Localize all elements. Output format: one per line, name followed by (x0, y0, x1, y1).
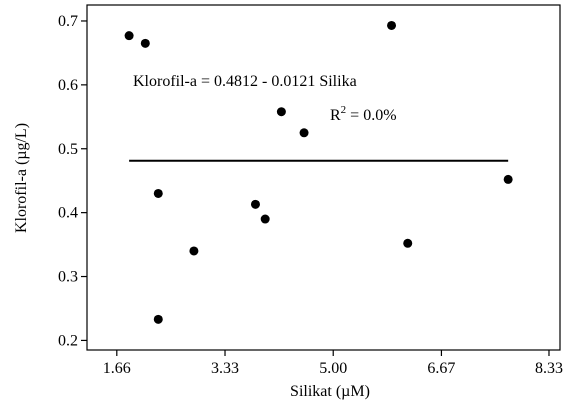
x-tick-label: 3.33 (211, 360, 239, 377)
data-point (153, 188, 163, 198)
regression-equation: Klorofil-a = 0.4812 - 0.0121 Silika (133, 73, 357, 90)
y-tick-label: 0.2 (58, 332, 78, 349)
r-squared: R2 = 0.0% (330, 104, 397, 124)
data-point (503, 174, 513, 184)
data-point (124, 31, 134, 41)
y-axis-label: Klorofil-a (µg/L) (13, 123, 30, 233)
data-point (276, 107, 286, 117)
plot-frame (86, 4, 561, 351)
data-point (140, 38, 150, 48)
y-tick-label: 0.5 (58, 141, 78, 158)
r-squared-superscript: 2 (341, 104, 347, 116)
data-point (299, 128, 309, 138)
data-point (153, 314, 163, 324)
data-point (403, 238, 413, 248)
y-tick-label: 0.4 (58, 205, 78, 222)
x-tick-label: 1.66 (103, 360, 131, 377)
data-point (387, 20, 397, 30)
x-tick-label: 5.00 (319, 360, 347, 377)
y-tick-label: 0.6 (58, 77, 78, 94)
x-axis-label: Silikat (µM) (290, 383, 370, 400)
axis-ticks: 0.2 0.3 0.4 0.5 0.6 0.7 1.66 3.33 5.00 6.67 8.33 (58, 13, 563, 377)
x-tick-label: 6.67 (427, 360, 455, 377)
data-point (189, 246, 199, 256)
y-tick-label: 0.7 (58, 13, 78, 30)
y-tick-label: 0.3 (58, 269, 78, 286)
x-tick-label: 8.33 (535, 360, 563, 377)
data-point (250, 199, 260, 209)
data-points (124, 20, 513, 324)
data-point (260, 214, 270, 224)
